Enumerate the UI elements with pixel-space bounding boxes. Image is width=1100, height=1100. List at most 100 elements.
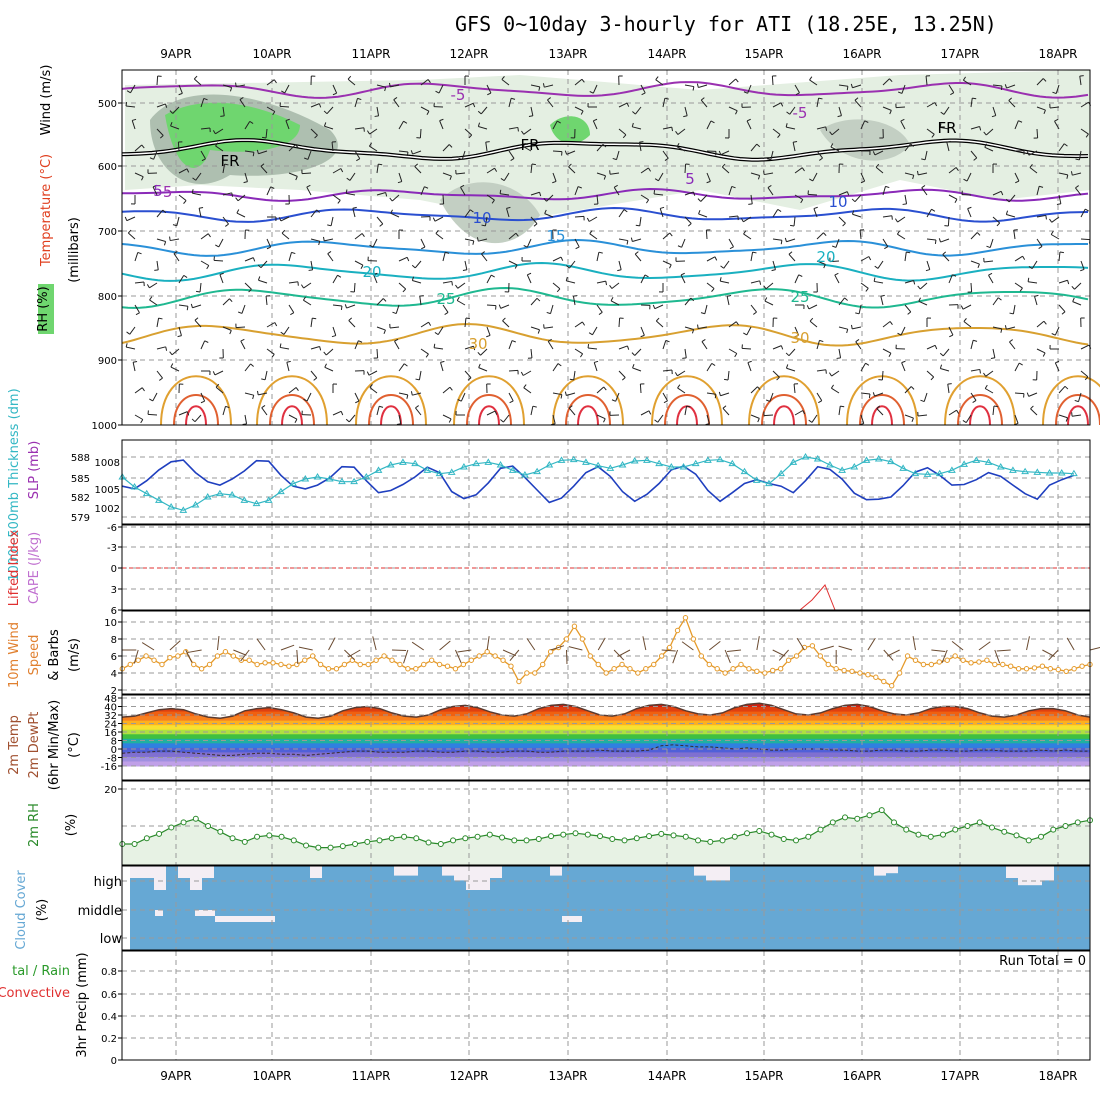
wind-barb (439, 120, 444, 130)
wind-barb-flag (280, 331, 285, 335)
wind-barb (284, 84, 290, 94)
wind-barb (508, 98, 512, 108)
wind-barb (369, 387, 378, 394)
wind-barb (222, 84, 232, 88)
wind-barb-flag (795, 92, 800, 96)
label-rh-unit: (%) (64, 814, 79, 837)
wind-barb-flag (544, 209, 547, 214)
thickness-marker (545, 461, 554, 468)
wind-barb-flag (942, 251, 947, 255)
wind-barb-flag (714, 256, 718, 261)
wind-speed-marker (881, 678, 887, 685)
wind-barb-flag (163, 241, 167, 246)
wind-barb-flag (149, 157, 154, 160)
label-temp-3: (6hr Min/Max) (47, 700, 62, 790)
wind-barb (923, 392, 928, 402)
wind-barb (288, 252, 292, 262)
wind-barb (984, 388, 994, 394)
wind-barb-flag (256, 390, 259, 395)
wind-barb-flag (722, 405, 727, 409)
wind-barb-10m (838, 645, 853, 651)
wind-barb (596, 172, 606, 177)
wind-barb-flag (692, 86, 695, 91)
cloud-high-gap (694, 866, 706, 876)
tick-label: -8 (107, 754, 117, 765)
wind-barb-flag (426, 110, 430, 115)
wind-barb (1050, 234, 1060, 240)
wind-barb (677, 128, 686, 135)
wind-barb (132, 362, 136, 372)
temperature-lobe (1055, 394, 1100, 426)
wind-barb-flag (808, 419, 813, 423)
temperature-lobe (185, 405, 207, 426)
wind-barb (618, 317, 621, 328)
wind-barb-flag (921, 185, 926, 189)
wind-barb-flag (323, 351, 327, 356)
wind-barb (963, 321, 972, 328)
wind-speed-marker (1023, 666, 1030, 672)
wind-barb (393, 99, 400, 108)
wind-barb-flag (340, 305, 343, 310)
wind-barb (1080, 344, 1090, 350)
thickness-marker (1057, 469, 1066, 476)
wind-barb-flag (238, 311, 243, 314)
wind-barb (327, 253, 334, 262)
wind-speed-marker (436, 661, 443, 668)
rh-marker (878, 807, 885, 814)
wind-barb-10m (296, 649, 299, 665)
wind-barb-flag (1042, 78, 1047, 82)
wind-barb-10m (217, 636, 220, 651)
tick-label: 6 (111, 652, 117, 663)
wind-barb-flag (316, 209, 320, 213)
wind-barb (573, 370, 576, 380)
wind-barb-flag (842, 222, 846, 227)
wind-barb-flag (382, 298, 387, 302)
wind-barb (838, 406, 841, 416)
wind-barb (156, 103, 166, 108)
contour-label: 10 (828, 193, 847, 211)
wind-barb-flag (913, 280, 916, 285)
wind-barb-flag (270, 186, 275, 189)
wind-barb (486, 304, 497, 307)
contour-label: 30 (468, 335, 487, 353)
wind-barb-flag (458, 157, 463, 161)
wind-speed-marker (746, 666, 752, 672)
wind-barb (347, 78, 356, 86)
wind-barb (794, 167, 803, 174)
date-axis-top: 9APR 10APR 11APR 12APR 13APR 14APR 15APR 16APR 1… (160, 47, 1077, 61)
wind-barb-flag (735, 110, 738, 115)
wind-barb-flag (696, 83, 699, 88)
wind-barb (816, 392, 823, 401)
wind-barb-flag (872, 392, 876, 397)
wind-barb-flag (231, 192, 234, 197)
wind-barb-flag (509, 400, 514, 404)
wind-speed-marker (770, 667, 776, 674)
wind-barb-flag (494, 410, 498, 415)
wind-barb-flag (169, 236, 171, 241)
wind-barb (720, 150, 730, 156)
rh-marker (192, 815, 199, 822)
wind-barb (811, 414, 818, 423)
wind-barb (882, 348, 892, 354)
tick-label: 0.2 (101, 1034, 117, 1045)
wind-barb-flag (215, 142, 219, 147)
wind-barb-flag (1005, 198, 1010, 203)
wind-barb-flag (759, 280, 762, 285)
wind-barb-flag (1055, 360, 1060, 364)
wind-barb (705, 229, 708, 240)
wind-barb-flag (1034, 294, 1039, 297)
thickness-tick: 588 (71, 453, 90, 464)
tick-label: 800 (98, 292, 117, 303)
wind-barb (1078, 392, 1082, 402)
wind-barb (786, 238, 796, 243)
wind-barb-10m (141, 642, 155, 651)
thickness-marker (948, 466, 956, 473)
wind-barb (194, 319, 202, 328)
wind-speed-marker (1063, 668, 1069, 674)
wind-barb-flag (785, 352, 790, 357)
wind-barb (904, 280, 914, 284)
wind-barb-flag (556, 288, 561, 293)
label-precip-convective: Convective (0, 986, 70, 1001)
wind-barb-flag (178, 92, 183, 96)
